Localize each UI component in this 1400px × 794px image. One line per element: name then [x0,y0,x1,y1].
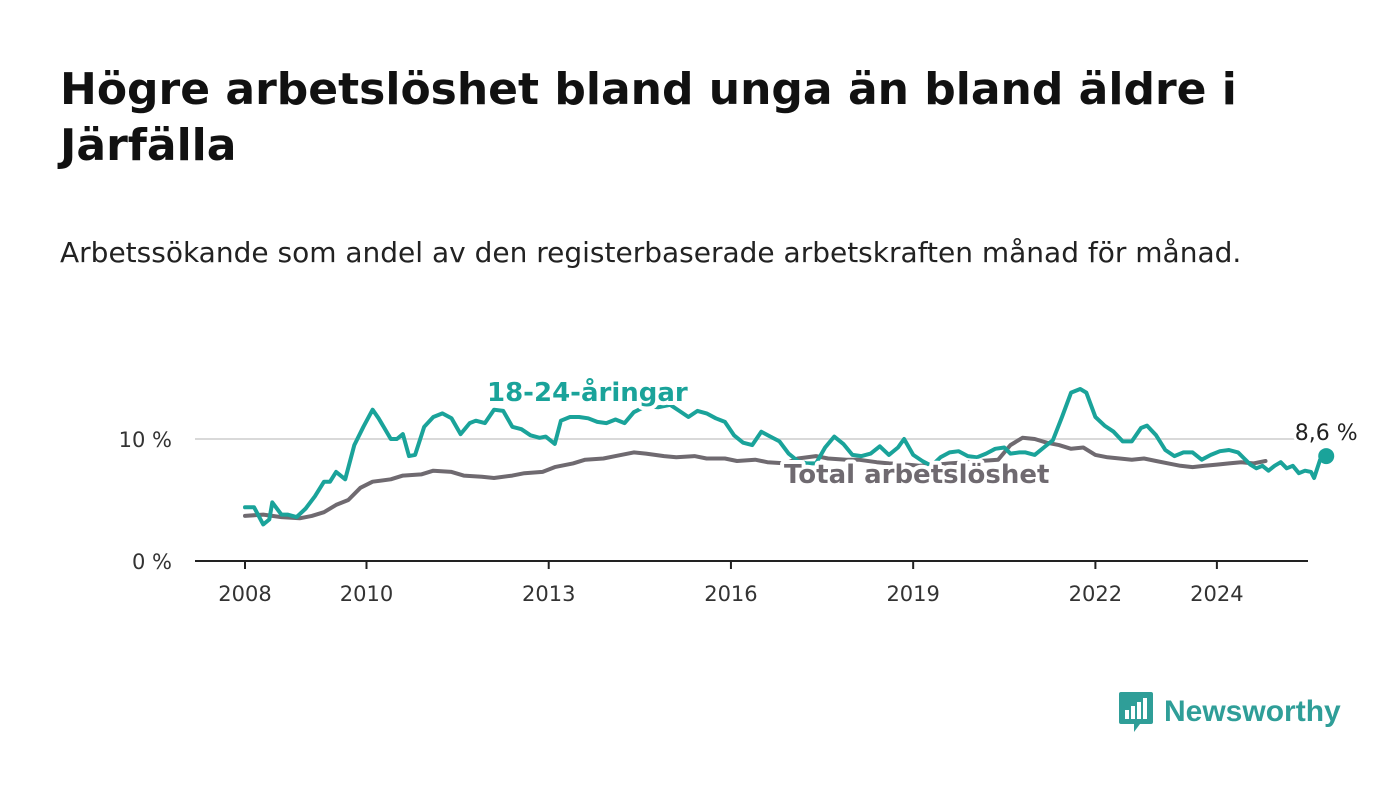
x-tick-label: 2010 [340,582,393,606]
total-series-label: Total arbetslöshet [784,460,1049,490]
youth-series-label: 18-24-åringar [487,376,688,408]
total-unemployment-line [243,435,1268,521]
newsworthy-bar-chart-icon [1119,692,1153,732]
x-tick-label: 2016 [704,582,757,606]
y-tick-label: 10 % [119,428,172,452]
x-tick-label: 2019 [886,582,939,606]
x-tick-label: 2022 [1069,582,1122,606]
x-tick-label: 2013 [522,582,575,606]
x-tick-label: 2008 [218,582,271,606]
youth-last-value-label: 8,6 % [1295,421,1358,446]
chart-title: Högre arbetslöshet bland unga än bland ä… [60,64,1237,171]
youth-last-value-dot [1318,448,1335,465]
youth-unemployment-line [243,387,1329,527]
y-tick-label: 0 % [132,550,172,574]
brand-name: Newsworthy [1164,695,1341,728]
newsworthy-logo: Newsworthy [1118,690,1341,734]
chart-subtitle: Arbetssökande som andel av den registerb… [60,236,1242,269]
x-tick-label: 2024 [1190,582,1243,606]
